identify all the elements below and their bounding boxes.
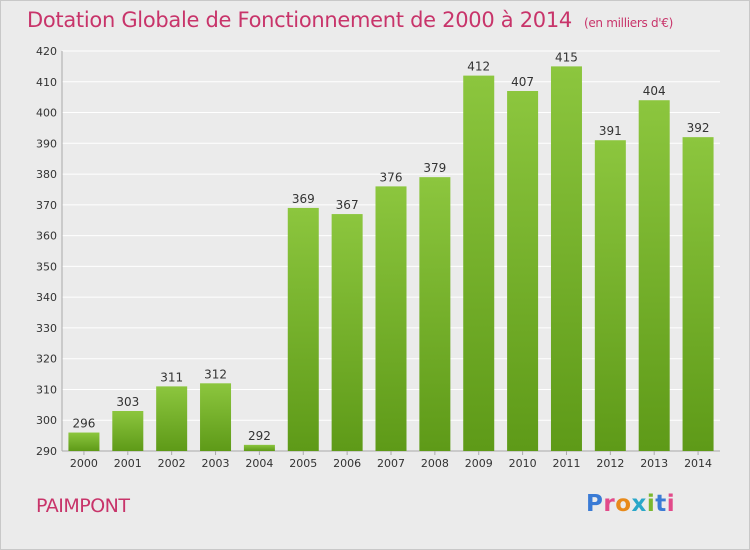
bar (594, 140, 626, 451)
data-label: 311 (160, 370, 183, 384)
bar (550, 66, 582, 451)
data-label: 292 (248, 429, 271, 443)
x-tick-label: 2002 (158, 457, 186, 470)
commune-name: PAIMPONT (36, 495, 130, 517)
y-tick-label: 310 (36, 383, 57, 396)
proxiti-logo: Proxiti (586, 491, 676, 517)
data-label: 404 (643, 84, 666, 98)
y-tick-label: 360 (36, 230, 57, 243)
y-tick-label: 420 (36, 45, 57, 58)
chart-title-text: Dotation Globale de Fonctionnement de 20… (27, 8, 572, 32)
x-tick-label: 2013 (640, 457, 668, 470)
data-label: 303 (116, 395, 139, 409)
x-tick-label: 2010 (509, 457, 537, 470)
y-tick-label: 410 (36, 76, 57, 89)
bar (463, 75, 495, 451)
x-tick-label: 2011 (552, 457, 580, 470)
bar (331, 214, 363, 451)
data-label: 367 (336, 198, 359, 212)
bar (156, 386, 188, 451)
x-tick-label: 2009 (465, 457, 493, 470)
chart-title: Dotation Globale de Fonctionnement de 20… (27, 8, 673, 32)
x-tick-label: 2004 (245, 457, 273, 470)
data-label: 296 (72, 417, 95, 431)
y-tick-label: 380 (36, 168, 57, 181)
data-label: 391 (599, 124, 622, 138)
chart-subtitle: (en milliers d'€) (583, 16, 673, 30)
data-label: 415 (555, 50, 578, 64)
x-tick-label: 2000 (70, 457, 98, 470)
x-tick-label: 2006 (333, 457, 361, 470)
bar (287, 207, 319, 451)
x-tick-label: 2003 (202, 457, 230, 470)
bar (419, 177, 451, 451)
y-tick-label: 390 (36, 137, 57, 150)
data-label: 369 (292, 192, 315, 206)
data-label: 312 (204, 367, 227, 381)
y-tick-label: 330 (36, 322, 57, 335)
bar (507, 91, 539, 451)
bar (375, 186, 407, 451)
y-tick-label: 400 (36, 107, 57, 120)
data-label: 379 (423, 161, 446, 175)
x-tick-label: 2014 (684, 457, 712, 470)
data-label: 407 (511, 75, 534, 89)
bar (68, 432, 100, 451)
x-tick-label: 2001 (114, 457, 142, 470)
y-tick-label: 300 (36, 414, 57, 427)
x-tick-label: 2008 (421, 457, 449, 470)
y-tick-label: 290 (36, 445, 57, 458)
bar (200, 383, 232, 451)
data-label: 376 (380, 170, 403, 184)
data-label: 392 (687, 121, 710, 135)
x-tick-label: 2005 (289, 457, 317, 470)
bar (638, 100, 670, 451)
y-tick-label: 320 (36, 353, 57, 366)
y-tick-label: 350 (36, 260, 57, 273)
data-label: 412 (467, 60, 490, 74)
x-tick-label: 2007 (377, 457, 405, 470)
bar (243, 444, 275, 451)
bar (112, 411, 144, 451)
x-tick-label: 2012 (596, 457, 624, 470)
y-tick-label: 340 (36, 291, 57, 304)
bar (682, 137, 714, 451)
y-tick-label: 370 (36, 199, 57, 212)
